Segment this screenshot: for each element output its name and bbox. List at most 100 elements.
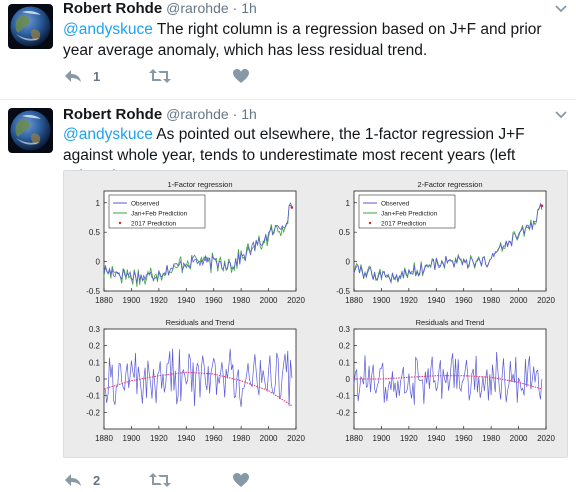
y-tick-label: 0 <box>96 258 101 267</box>
x-tick-label: 2000 <box>260 434 278 443</box>
y-tick-label: 0 <box>346 375 351 384</box>
x-tick-label: 2000 <box>260 296 278 305</box>
mention-link[interactable]: @andyskuce <box>63 126 153 143</box>
legend-label: 2017 Prediction <box>131 221 177 228</box>
tweet: Robert Rohde @rarohde · 1h @andyskuce As… <box>0 100 576 492</box>
y-tick-label: 0.5 <box>89 228 101 237</box>
y-tick-label: 0.3 <box>339 325 351 334</box>
avatar[interactable] <box>8 108 53 153</box>
x-tick-label: 1940 <box>177 296 195 305</box>
x-tick-label: 2020 <box>287 296 305 305</box>
x-tick-label: 2000 <box>510 296 528 305</box>
observed-line <box>353 202 543 285</box>
heart-icon <box>233 69 250 83</box>
x-tick-label: 1920 <box>400 434 418 443</box>
like-button[interactable] <box>232 66 250 86</box>
x-tick-label: 1960 <box>205 434 223 443</box>
heart-icon <box>233 473 250 487</box>
x-tick-label: 1980 <box>232 434 250 443</box>
author-handle[interactable]: @rarohde <box>166 106 229 122</box>
retweet-button[interactable] <box>148 66 172 86</box>
avatar[interactable] <box>8 4 53 49</box>
x-tick-label: 1980 <box>232 296 250 305</box>
legend-box <box>358 194 456 229</box>
tweet-actions: 2 <box>63 470 290 490</box>
legend-label: 2017 Prediction <box>381 221 427 228</box>
y-tick-label: -0.2 <box>336 408 350 417</box>
attached-figure[interactable]: 1-Factor regression 1880 1900 1920 1940 1960 1… <box>63 170 568 458</box>
y-tick-label: 1 <box>96 199 101 208</box>
x-tick-label: 2000 <box>510 434 528 443</box>
retweet-button[interactable] <box>148 470 172 490</box>
tweet: Robert Rohde @rarohde · 1h @andyskuce Th… <box>0 0 576 100</box>
plot-area <box>103 328 297 430</box>
x-tick-label: 1920 <box>150 434 168 443</box>
y-tick-label: 0.5 <box>339 228 351 237</box>
panel-title: Residuals and Trend <box>416 318 485 327</box>
trend-line <box>354 375 543 390</box>
x-tick-label: 1900 <box>373 434 391 443</box>
retweet-icon <box>149 473 172 487</box>
tweet-body: The right column is a regression based o… <box>63 21 542 59</box>
legend-box <box>108 194 206 229</box>
y-tick-label: -0.2 <box>86 408 100 417</box>
x-tick-label: 1880 <box>345 434 363 443</box>
x-tick-label: 1900 <box>123 434 141 443</box>
x-tick-label: 1960 <box>455 296 473 305</box>
reply-count: 2 <box>93 472 101 488</box>
author-handle[interactable]: @rarohde <box>166 0 229 16</box>
panel-title: 2-Factor regression <box>417 180 482 189</box>
reply-button[interactable]: 1 <box>63 66 100 86</box>
y-tick-label: -0.5 <box>336 287 350 296</box>
x-tick-label: 1940 <box>177 434 195 443</box>
legend-label: Jan+Feb Prediction <box>131 211 188 218</box>
x-tick-label: 1980 <box>482 296 500 305</box>
x-tick-label: 1880 <box>95 296 113 305</box>
x-tick-label: 1980 <box>482 434 500 443</box>
y-tick-label: 0.1 <box>89 358 101 367</box>
y-tick-label: 1 <box>346 199 351 208</box>
tweet-text: @andyskuce The right column is a regress… <box>63 19 563 61</box>
mention-link[interactable]: @andyskuce <box>63 21 153 38</box>
prediction-2017-point <box>540 204 544 208</box>
tweet-header: Robert Rohde @rarohde · 1h <box>63 106 257 124</box>
x-tick-label: 1920 <box>150 296 168 305</box>
y-tick-label: -0.1 <box>336 392 350 401</box>
tweet-header: Robert Rohde @rarohde · 1h <box>63 0 257 18</box>
tweet-divider <box>0 99 576 100</box>
trend-line <box>103 371 293 407</box>
timestamp[interactable]: · 1h <box>232 0 257 16</box>
timestamp[interactable]: · 1h <box>232 106 257 122</box>
x-tick-label: 1940 <box>427 296 445 305</box>
panel-title: 1-Factor regression <box>167 180 232 189</box>
like-button[interactable] <box>232 470 250 490</box>
x-tick-label: 1900 <box>373 296 391 305</box>
prediction-2017-point <box>290 206 294 209</box>
author-name[interactable]: Robert Rohde <box>63 106 163 123</box>
y-tick-label: 0.3 <box>89 325 101 334</box>
y-tick-label: 0.2 <box>339 342 351 351</box>
x-tick-label: 1960 <box>205 296 223 305</box>
reply-icon <box>65 474 81 486</box>
legend-label: Observed <box>381 201 410 208</box>
legend-swatch <box>118 221 122 225</box>
observed-line <box>103 201 293 283</box>
x-tick-label: 1920 <box>400 296 418 305</box>
x-tick-label: 2020 <box>537 296 555 305</box>
reply-button[interactable]: 2 <box>63 470 100 490</box>
regression-figure: 1-Factor regression 1880 1900 1920 1940 1960 1… <box>86 180 555 443</box>
tweet-actions: 1 <box>63 66 290 86</box>
y-tick-label: 0.1 <box>339 358 351 367</box>
reply-count: 1 <box>93 68 101 84</box>
chevron-down-icon[interactable] <box>554 110 568 120</box>
chevron-down-icon[interactable] <box>554 4 568 14</box>
author-name[interactable]: Robert Rohde <box>63 0 163 17</box>
x-tick-label: 1900 <box>123 296 141 305</box>
legend-label: Observed <box>131 201 160 208</box>
y-tick-label: 0.2 <box>89 342 101 351</box>
y-tick-label: -0.5 <box>86 287 100 296</box>
legend-swatch <box>368 221 372 225</box>
legend-label: Jan+Feb Prediction <box>381 211 438 218</box>
x-tick-label: 1880 <box>345 296 363 305</box>
y-tick-label: -0.1 <box>86 392 100 401</box>
